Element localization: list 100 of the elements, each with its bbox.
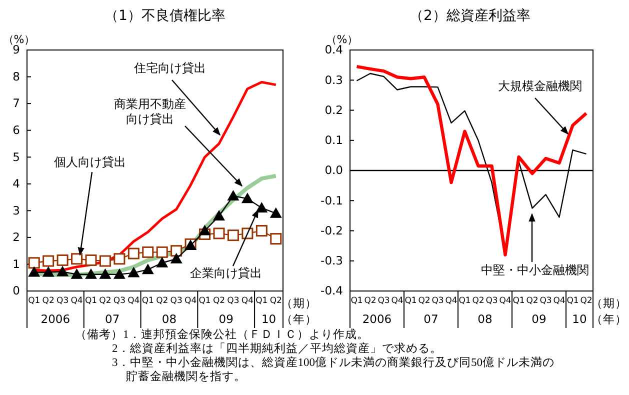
- text: 09: [532, 312, 546, 326]
- y-tick-label: 8: [12, 69, 20, 84]
- series-label: 大規模金融機関: [498, 79, 582, 93]
- point: [241, 192, 254, 204]
- x-tick-label: Q4: [499, 296, 512, 306]
- x-tick-label: Q2: [156, 296, 168, 306]
- x-tick-label: Q1: [84, 296, 98, 306]
- point: [142, 246, 154, 258]
- text: 2．総資産利益率は「四半期純利益／平均総資産」で求める。: [112, 341, 442, 355]
- point: [114, 253, 126, 265]
- y-tick-label: 0.0: [324, 163, 343, 178]
- chart-title: （2）総資産利益率: [410, 8, 530, 24]
- x-tick-label: Q1: [566, 296, 579, 306]
- x-axis-title: （期）（年）: [281, 296, 317, 326]
- y-tick-label: 3: [12, 203, 20, 218]
- text: 2006: [362, 312, 392, 326]
- x-tick-label: Q3: [227, 296, 240, 306]
- x-tick-label: Q2: [418, 296, 430, 306]
- y-tick-label: 1: [12, 256, 20, 271]
- point: [213, 210, 225, 221]
- x-tick-label: Q3: [378, 296, 390, 306]
- x-tick-label: Q4: [553, 296, 566, 306]
- x-tick-label: Q2: [364, 296, 376, 306]
- y-tick-label: 4: [12, 176, 20, 191]
- x-tick-label: Q1: [512, 296, 525, 306]
- point: [170, 245, 182, 257]
- point: [70, 268, 83, 279]
- y-tick-label: -0.2: [320, 223, 343, 238]
- series-label: 企業向け貸出: [190, 266, 262, 280]
- text: 商業用不動産向け貸出: [114, 97, 186, 126]
- x-tick-label: Q3: [540, 296, 552, 306]
- point: [270, 207, 282, 218]
- x-tick-label: Q4: [184, 296, 197, 306]
- point: [99, 255, 111, 267]
- point: [198, 224, 211, 236]
- x-tick-label: Q1: [458, 296, 471, 306]
- x-tick-label: Q1: [198, 296, 211, 306]
- point: [213, 228, 225, 240]
- x-tick-label: Q4: [241, 296, 254, 306]
- x-tick-label: Q1: [142, 296, 154, 306]
- point: [256, 202, 268, 212]
- text: 10: [261, 312, 276, 326]
- point: [113, 268, 126, 279]
- text: 09: [218, 312, 234, 326]
- point: [156, 256, 168, 268]
- x-tick-label: Q1: [28, 296, 40, 306]
- y-tick-label: -0.3: [320, 254, 343, 268]
- x-tick-label: Q4: [445, 296, 458, 306]
- x-tick-label: Q4: [391, 296, 404, 306]
- x-tick-label: Q2: [99, 296, 112, 306]
- x-tick-label: Q1: [350, 296, 363, 306]
- y-tick-label: 7: [12, 96, 20, 110]
- point: [170, 252, 182, 264]
- y-tick-label: 5: [12, 150, 20, 164]
- point: [227, 230, 239, 242]
- text: 08: [478, 312, 492, 326]
- point: [71, 253, 83, 265]
- text: 3．中堅・中小金融機関は、総資産100億ドル未満の商業銀行及び同50億ドル未満の貯蓄金融機関を指す。: [112, 355, 554, 383]
- point: [85, 254, 97, 266]
- y-tick-label: 2: [12, 230, 20, 244]
- x-tick-label: Q2: [526, 296, 538, 306]
- y-tick-label: -0.1: [320, 193, 343, 208]
- point: [256, 225, 268, 236]
- point: [42, 266, 54, 277]
- point: [227, 190, 240, 200]
- x-tick-label: Q2: [270, 296, 282, 306]
- text: 07: [424, 312, 438, 326]
- x-tick-label: Q3: [113, 296, 126, 306]
- point: [56, 254, 68, 266]
- x-tick-label: Q1: [256, 296, 268, 306]
- y-tick-label: 0.3: [324, 72, 343, 87]
- x-axis-title: （期）（年）: [591, 296, 627, 326]
- chart-title: （1）不良債権比率: [104, 8, 226, 24]
- text: 10: [572, 312, 587, 326]
- point: [42, 255, 54, 267]
- text: 個人向け貸出: [54, 155, 126, 169]
- y-tick-label: 0.2: [324, 102, 343, 117]
- text: 08: [162, 312, 177, 326]
- point: [99, 268, 112, 279]
- point: [270, 233, 282, 245]
- x-tick-label: Q2: [472, 296, 484, 306]
- text: 07: [105, 312, 120, 326]
- x-tick-label: Q2: [42, 296, 54, 306]
- point: [56, 266, 69, 276]
- text: 住宅向け貸出: [133, 61, 206, 75]
- y-tick-label: 0.1: [324, 133, 343, 148]
- y-tick-label: 6: [12, 123, 20, 138]
- x-tick-label: Q4: [128, 296, 140, 306]
- y-tick-label: -0.4: [320, 284, 343, 298]
- point: [156, 246, 168, 258]
- x-tick-label: Q3: [432, 296, 444, 306]
- text: 中堅・中小金融機関: [481, 263, 589, 277]
- x-tick-label: Q2: [212, 296, 226, 306]
- point: [28, 257, 40, 269]
- x-tick-label: Q3: [486, 296, 498, 306]
- text: 2006: [40, 312, 70, 326]
- y-tick-label: 0: [12, 284, 20, 298]
- point: [85, 268, 97, 279]
- text: （備考）1．連邦預金保険公社（ＦＤＩＣ）より作成。: [75, 328, 369, 341]
- point: [142, 264, 154, 274]
